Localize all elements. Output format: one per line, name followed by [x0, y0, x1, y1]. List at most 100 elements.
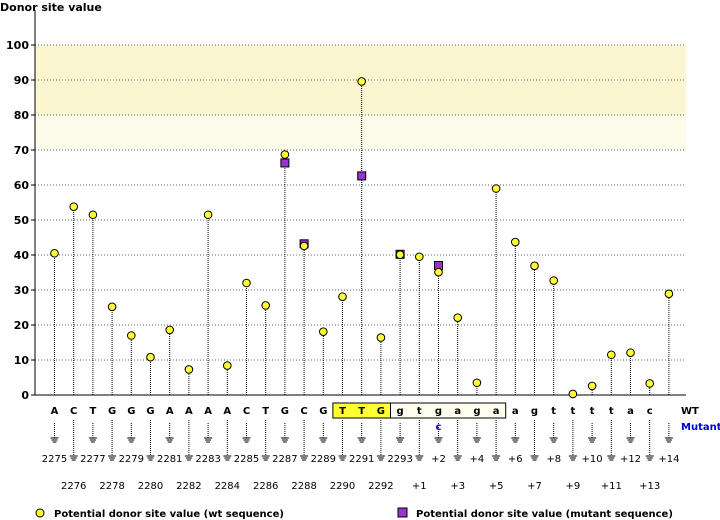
base-15: T [339, 406, 346, 417]
legend: Potential donor site value (wt sequence)… [35, 507, 673, 520]
wt-point-8 [203, 210, 213, 220]
base-17: G [377, 406, 385, 417]
pos-label-31: +13 [639, 481, 660, 492]
y-tick-label-10: 10 [14, 354, 30, 367]
base-24: a [512, 406, 519, 417]
wt-point-3 [107, 302, 117, 312]
stems [54, 81, 670, 395]
wt-point-13 [299, 241, 309, 251]
base-5: G [146, 406, 154, 417]
wt-point-9 [223, 361, 232, 370]
base-22: g [473, 406, 480, 417]
wt-point-16 [357, 77, 367, 86]
wt-point-10 [242, 278, 251, 288]
base-7: A [185, 406, 193, 417]
gridlines [35, 44, 686, 361]
pos-label-17: 2292 [368, 481, 393, 492]
base-14: G [319, 406, 327, 417]
y-axis: 0 10 20 30 40 50 60 70 80 90 100 [6, 10, 36, 402]
wt-point-21 [453, 313, 463, 322]
pos-label-1: 2276 [61, 481, 86, 492]
pos-label-13: 2288 [291, 481, 316, 492]
base-31: c [647, 406, 653, 417]
wt-point-6 [165, 325, 174, 335]
sequence-row: ACTGGGAAAACTGCGTTGgtgagaagttttacc [51, 402, 653, 433]
wt-point-26 [549, 276, 559, 285]
legend-mutant-marker [397, 507, 408, 518]
wt-point-22 [472, 378, 482, 388]
base-10: C [243, 406, 250, 417]
y-tick-label-30: 30 [14, 284, 30, 297]
threshold-bands [35, 45, 686, 150]
base-3: G [108, 406, 116, 417]
base-1: C [70, 406, 77, 417]
base-6: A [166, 406, 174, 417]
pos-label-24: +6 [508, 454, 523, 465]
pos-label-16: 2291 [349, 454, 374, 465]
pos-label-11: 2286 [253, 481, 278, 492]
y-tick-label-70: 70 [14, 144, 30, 157]
pos-label-29: +11 [601, 481, 622, 492]
base-28: t [590, 406, 595, 417]
pos-label-28: +10 [582, 454, 603, 465]
y-tick-label-20: 20 [14, 319, 30, 332]
base-19: t [417, 406, 422, 417]
wt-point-30 [626, 348, 635, 357]
y-tick-label-0: 0 [21, 389, 29, 402]
wt-point-4 [127, 331, 136, 340]
wt-point-11 [261, 301, 271, 310]
wt-point-19 [415, 252, 424, 262]
intron-box [390, 402, 507, 419]
base-12: G [281, 406, 289, 417]
pos-label-32: +14 [658, 454, 679, 465]
pos-label-3: 2278 [99, 481, 124, 492]
wt-point-5 [146, 352, 155, 362]
pos-label-18: 2293 [387, 454, 412, 465]
base-23: a [493, 406, 500, 417]
y-axis-label: Donor site value [0, 1, 102, 14]
wt-point-15 [338, 292, 347, 301]
base-18: g [397, 406, 404, 417]
base-30: a [627, 406, 634, 417]
base-8: A [204, 406, 212, 417]
pos-label-20: +2 [431, 454, 446, 465]
legend-wt-label: Potential donor site value (wt sequence) [54, 509, 284, 520]
pos-label-2: 2277 [80, 454, 105, 465]
base-26: t [551, 406, 556, 417]
y-tick-label-90: 90 [14, 74, 30, 87]
legend-mutant-label: Potential donor site value (mutant seque… [416, 509, 673, 520]
wt-point-18 [395, 250, 405, 259]
base-21: a [454, 406, 461, 417]
pos-label-27: +9 [566, 481, 581, 492]
base-27: t [571, 406, 576, 417]
pos-label-23: +5 [489, 481, 504, 492]
pos-label-25: +7 [527, 481, 542, 492]
pos-label-30: +12 [620, 454, 641, 465]
y-tick-label-60: 60 [14, 179, 30, 192]
y-tick-label-100: 100 [6, 39, 29, 52]
wt-point-7 [184, 365, 194, 374]
band-1 [35, 115, 686, 150]
base-16: T [358, 406, 365, 417]
wt-point-27 [568, 389, 578, 399]
pos-label-7: 2282 [176, 481, 201, 492]
wt-point-23 [491, 184, 501, 193]
wt-point-2 [88, 210, 98, 220]
base-29: t [609, 406, 614, 417]
pos-label-10: 2285 [234, 454, 259, 465]
base-11: T [262, 406, 269, 417]
pos-label-14: 2289 [311, 454, 336, 465]
pos-label-0: 2275 [42, 454, 67, 465]
pos-label-12: 2287 [272, 454, 297, 465]
pos-label-8: 2283 [195, 454, 220, 465]
legend-wt-marker [35, 508, 45, 518]
mutant-point-2 [357, 171, 367, 181]
wt-point-14 [319, 327, 328, 336]
pos-label-21: +3 [450, 481, 465, 492]
mutant-row-label: Mutant [681, 422, 720, 433]
wt-point-12 [280, 150, 290, 159]
y-tick-label-40: 40 [14, 249, 30, 262]
base-13: C [300, 406, 307, 417]
wt-row-label: WT [681, 406, 699, 417]
